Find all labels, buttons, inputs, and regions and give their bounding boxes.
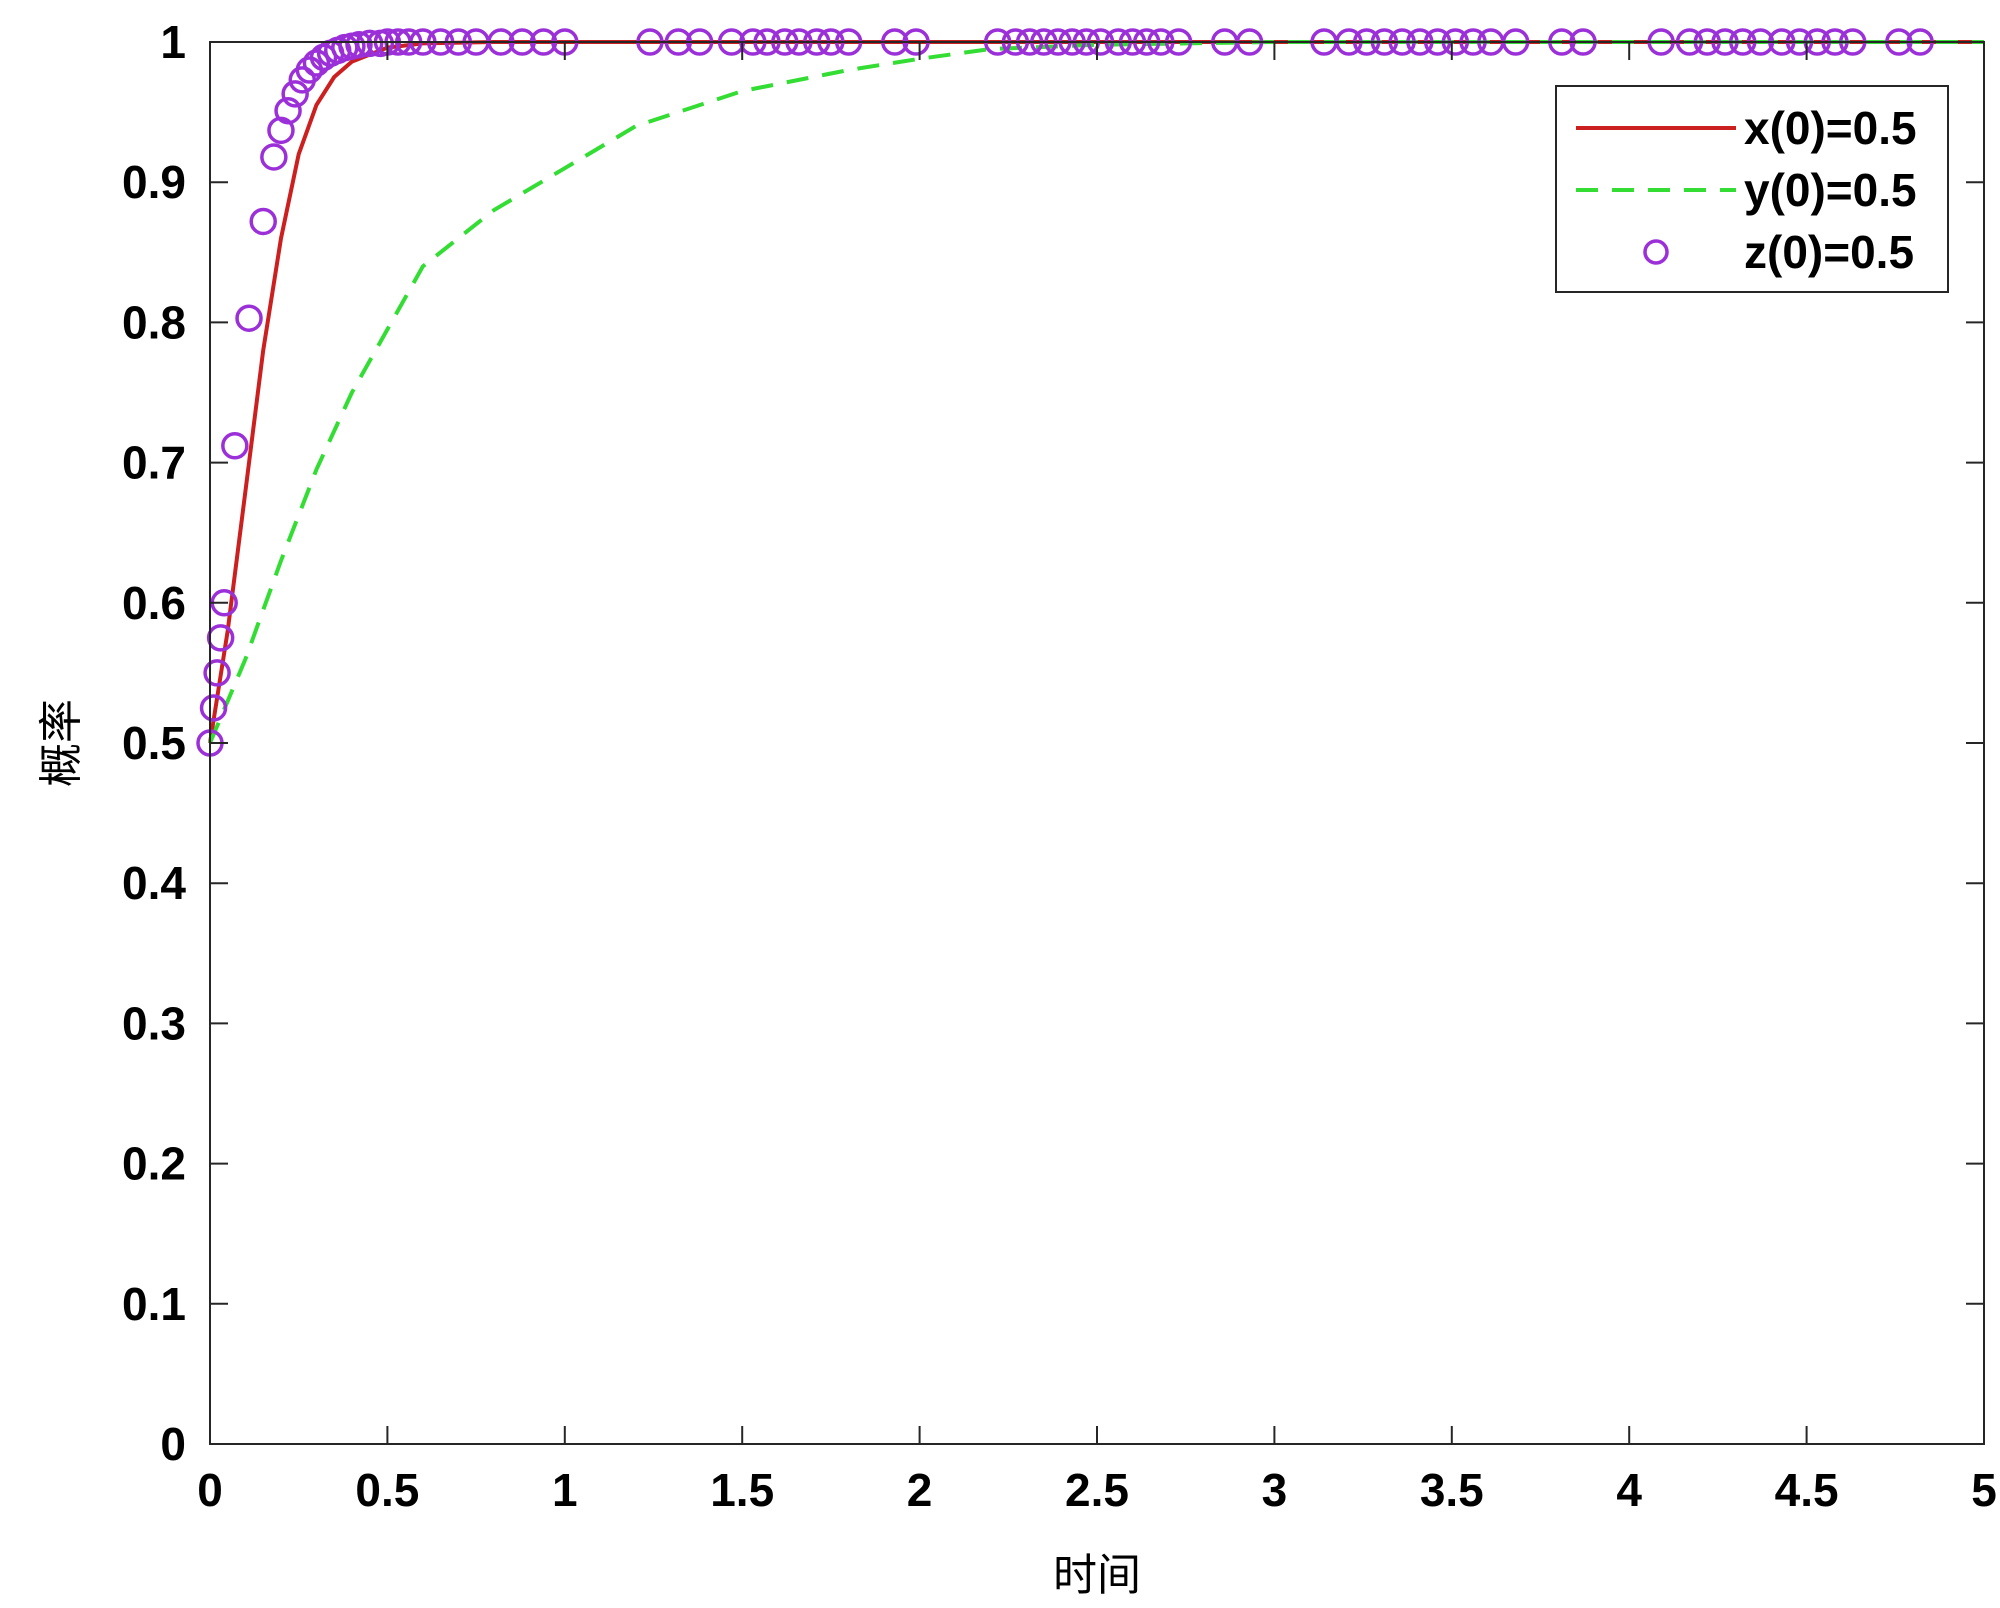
y-tick-label: 0.6 — [122, 577, 186, 629]
x-tick-label: 3 — [1262, 1464, 1288, 1516]
legend-label: z(0)=0.5 — [1744, 226, 1914, 278]
series-z-point — [345, 31, 373, 59]
y-axis-title: 概率 — [36, 699, 87, 787]
series-z-point — [355, 29, 384, 58]
legend-swatch-z — [1643, 239, 1669, 265]
series-z-point — [235, 304, 263, 332]
x-tick-label: 0 — [197, 1464, 223, 1516]
x-tick-label: 1 — [552, 1464, 578, 1516]
series-z-point — [249, 207, 277, 236]
series-z-point — [199, 694, 228, 722]
legend: x(0)=0.5 y(0)=0.5 z(0)=0.5 — [1555, 85, 1949, 293]
x-tick-label: 2 — [907, 1464, 933, 1516]
y-tick-label: 0 — [160, 1418, 186, 1470]
legend-label: x(0)=0.5 — [1744, 102, 1917, 154]
series-z-point — [260, 143, 288, 171]
x-tick-label: 5 — [1971, 1464, 1997, 1516]
y-tick-label: 0.2 — [122, 1138, 186, 1190]
x-tick-label: 3.5 — [1420, 1464, 1484, 1516]
series-z-point — [302, 49, 331, 77]
x-tick-label: 4 — [1616, 1464, 1642, 1516]
series-y-line — [208, 40, 1984, 744]
y-tick-label: 0.3 — [122, 997, 186, 1049]
x-tick-label: 1.5 — [710, 1464, 774, 1516]
y-tick-label: 1 — [160, 16, 186, 68]
ticks-layer: 0 0.5 1 1.5 2 2.5 3 3.5 4 4.5 5 0 0.1 0.2 0.3 0.4 0.5 0.6… — [122, 16, 1997, 1516]
y-tick-label: 0.9 — [122, 156, 186, 208]
y-tick-label: 0.8 — [122, 296, 186, 348]
y-tick-label: 0.5 — [122, 717, 186, 769]
series-z-point — [274, 96, 302, 125]
legend-label: y(0)=0.5 — [1744, 164, 1917, 216]
y-tick-label: 0.1 — [122, 1278, 186, 1330]
x-tick-label: 2.5 — [1065, 1464, 1129, 1516]
y-tick-label: 0.4 — [122, 857, 186, 909]
series-z-point — [203, 659, 231, 687]
x-axis-title: 时间 — [1053, 1550, 1141, 1601]
y-tick-label: 0.7 — [122, 437, 186, 489]
series-z-point — [206, 624, 235, 652]
series-z-point — [221, 432, 249, 460]
series-z-point — [281, 80, 309, 108]
x-tick-label: 4.5 — [1775, 1464, 1839, 1516]
x-tick-label: 0.5 — [355, 1464, 419, 1516]
